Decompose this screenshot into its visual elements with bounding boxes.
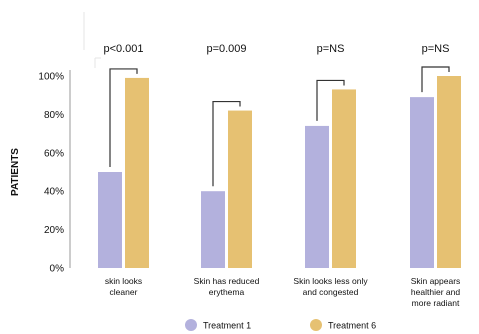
significance-bracket — [212, 100, 241, 187]
y-tick-label: 20% — [44, 225, 64, 236]
x-category-label-line: skin looks — [105, 276, 142, 286]
x-category-label-line: more radiant — [412, 298, 460, 308]
p-value-label: p=NS — [317, 43, 345, 55]
p-value-label: p=NS — [422, 43, 450, 55]
bar — [305, 125, 329, 268]
bar — [98, 172, 122, 268]
y-axis-title: PATIENTS — [10, 148, 21, 196]
bar — [125, 77, 149, 268]
x-category-label: skin looks cleaner — [105, 276, 142, 297]
bar — [437, 76, 461, 268]
y-tick-label: 60% — [44, 148, 64, 159]
significance-bracket — [316, 79, 345, 121]
p-value-label: p<0.001 — [103, 43, 143, 55]
x-category-label-line: healthier and — [411, 287, 460, 297]
x-category-label: Skin looks less only and congested — [293, 276, 368, 297]
bar — [228, 110, 252, 268]
y-tick-label: 100% — [38, 72, 64, 83]
legend: Treatment 1 Treatment 6 — [185, 319, 376, 331]
x-category-label-line: erythema — [209, 287, 245, 297]
x-category-label-line: Skin looks less only — [293, 276, 368, 286]
y-axis: 0% 20% 40% 60% 80% 100% — [38, 70, 71, 275]
x-axis-labels: skin looks cleaner Skin has reduced erythem… — [105, 276, 461, 308]
x-category-label: Skin appears healthier and more radiant — [411, 276, 461, 308]
bar — [201, 191, 225, 268]
y-tick-label: 0% — [50, 264, 65, 275]
x-category-label: Skin has reduced erythema — [194, 276, 260, 297]
bar — [332, 89, 356, 268]
y-tick-label: 40% — [44, 187, 64, 198]
x-category-label-line: cleaner — [110, 287, 138, 297]
significance-brackets: p<0.001 p=0.009 p=NS p=NS — [103, 43, 450, 187]
legend-swatch — [310, 319, 322, 331]
y-tick-label: 80% — [44, 110, 64, 121]
x-category-label-line: Skin appears — [411, 276, 461, 286]
legend-swatch — [185, 319, 197, 331]
legend-label: Treatment 6 — [328, 321, 376, 331]
bar — [410, 97, 434, 269]
corner-marks — [83, 12, 101, 68]
x-category-label-line: Skin has reduced — [194, 276, 260, 286]
x-category-label-line: and congested — [303, 287, 359, 297]
bars — [98, 76, 461, 269]
significance-bracket — [421, 66, 450, 93]
p-value-label: p=0.009 — [206, 43, 246, 55]
legend-label: Treatment 1 — [203, 321, 251, 331]
significance-bracket — [109, 68, 138, 167]
